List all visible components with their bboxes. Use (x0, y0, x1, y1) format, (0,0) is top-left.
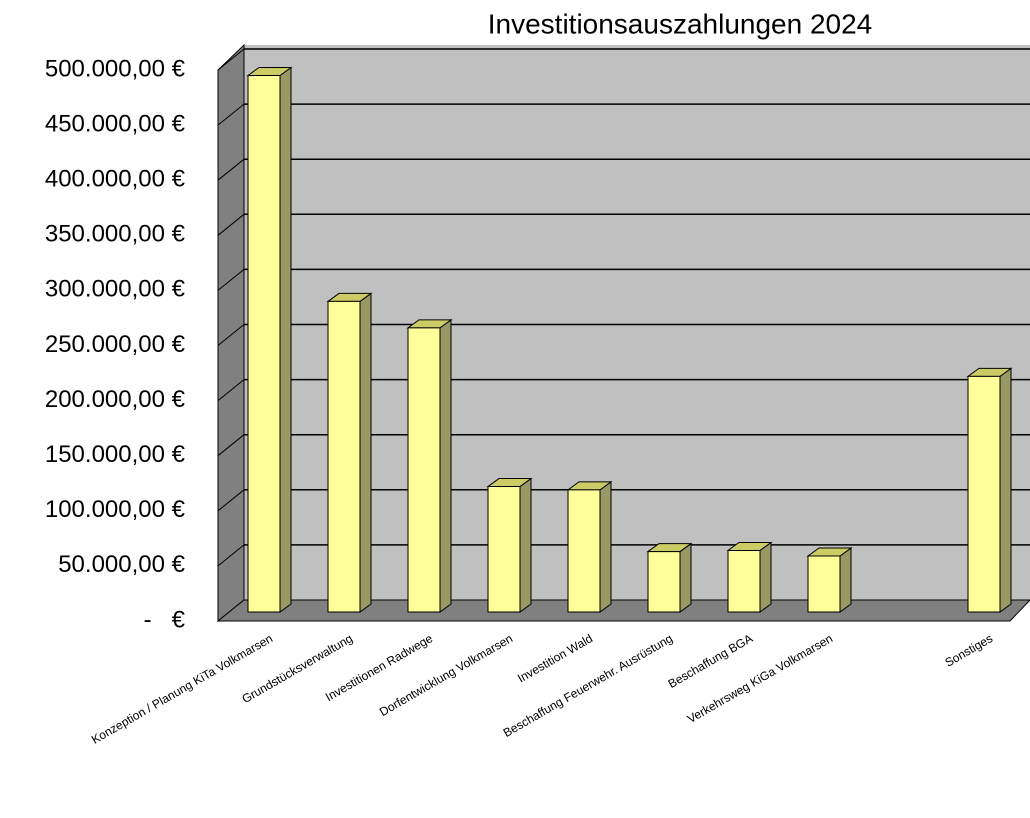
bar-side (439, 318, 452, 613)
grid-line-side (217, 434, 245, 457)
grid-line-side (217, 103, 245, 126)
y-tick-label: 150.000,00 € (45, 441, 186, 468)
y-tick-label: 50.000,00 € (58, 551, 185, 578)
grid-line-side (217, 48, 245, 71)
bar-side (999, 367, 1012, 613)
side-wall (217, 43, 245, 623)
bar (726, 541, 773, 613)
y-tick-label: 100.000,00 € (45, 496, 186, 523)
bar (246, 66, 293, 613)
bar-side (759, 541, 772, 613)
y-tick-label: 250.000,00 € (45, 331, 186, 358)
bar (646, 542, 693, 613)
bar-side (279, 66, 292, 613)
grid-line-side (217, 324, 245, 346)
bar-front (247, 75, 281, 613)
grid-line-side (217, 213, 245, 236)
grid-line-side (217, 379, 245, 401)
bar-side (359, 292, 372, 613)
bar-front (327, 300, 361, 613)
x-tick-label: Beschaffung Feuerwehr. Ausrüstung (501, 631, 675, 740)
bar-front (727, 549, 761, 613)
bar-side (599, 480, 612, 613)
bar (486, 477, 533, 613)
y-tick-label: 500.000,00 € (45, 55, 186, 82)
bar-side (519, 477, 532, 613)
bar-side (839, 547, 852, 613)
chart-title: Investitionsauszahlungen 2024 (488, 8, 873, 39)
y-tick-label: - € (144, 606, 186, 633)
bar-front (487, 486, 521, 613)
y-tick-label: 450.000,00 € (45, 110, 186, 137)
bar (966, 367, 1013, 613)
y-tick-label: 400.000,00 € (45, 166, 186, 193)
grid-line-side (217, 544, 245, 567)
bar (326, 292, 373, 613)
grid-line-side (217, 489, 245, 512)
x-tick-label: Investition Wald (515, 631, 595, 685)
grid-line-side (217, 158, 245, 181)
x-tick-label: Dorfentwicklung Volkmarsen (377, 631, 515, 719)
bar (806, 547, 853, 613)
x-tick-label: Sonstiges (942, 631, 995, 669)
y-tick-label: 300.000,00 € (45, 276, 186, 303)
bar-front (567, 489, 601, 613)
y-tick-label: 350.000,00 € (45, 221, 186, 248)
x-tick-label: Verkehrsweg KiGa Volkmarsen (685, 631, 835, 726)
bar-front (967, 375, 1001, 613)
bar-front (647, 551, 681, 613)
bar-side (679, 542, 692, 613)
bar (406, 318, 453, 613)
bar-front (407, 327, 441, 613)
grid-line-side (217, 269, 245, 291)
bar (566, 480, 613, 613)
y-tick-label: 200.000,00 € (45, 386, 186, 413)
bar-front (807, 555, 841, 613)
